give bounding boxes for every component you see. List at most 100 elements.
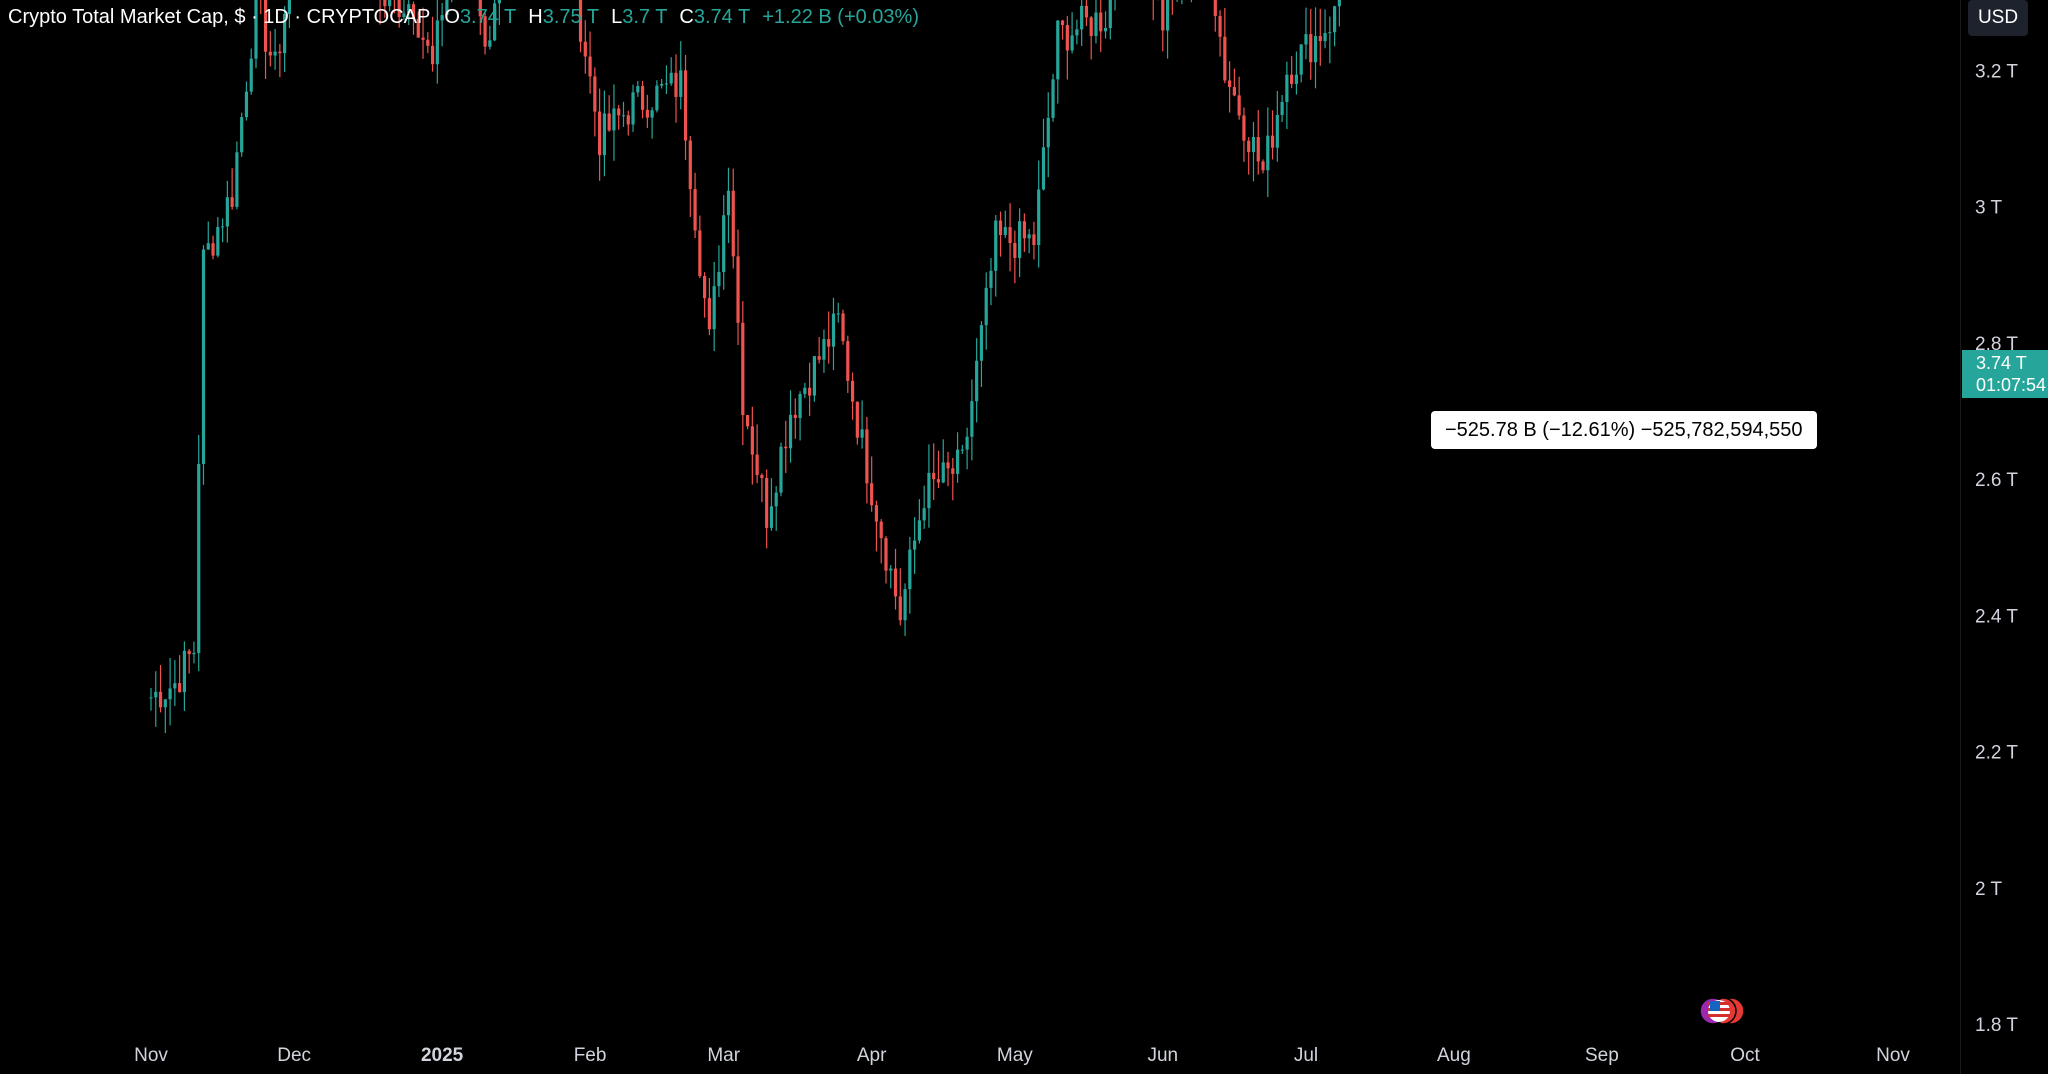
candle-body bbox=[612, 108, 616, 131]
candle-body bbox=[917, 520, 921, 541]
candle-body bbox=[426, 39, 430, 46]
candle-body bbox=[822, 339, 826, 360]
candle-body bbox=[1333, 6, 1337, 33]
candle-body bbox=[158, 691, 163, 708]
candle-body bbox=[1323, 32, 1327, 42]
symbol-title[interactable]: Crypto Total Market Cap, $ · 1D · CRYPTO… bbox=[8, 6, 431, 28]
candle-body bbox=[483, 16, 487, 47]
candle-body bbox=[388, 0, 392, 7]
candle-body bbox=[1213, 0, 1217, 16]
candle-body bbox=[1294, 74, 1299, 84]
us-flag-icon[interactable] bbox=[1708, 1000, 1730, 1022]
candle-body bbox=[913, 540, 917, 550]
candle-body bbox=[1046, 117, 1050, 148]
candle-body bbox=[955, 449, 960, 474]
candle-body bbox=[1218, 15, 1222, 37]
candle-body bbox=[674, 72, 678, 97]
currency-button[interactable]: USD bbox=[1968, 0, 2028, 36]
candle-body bbox=[769, 506, 774, 528]
price-tick-label: 2.4 T bbox=[1975, 606, 2018, 627]
candle-body bbox=[664, 83, 669, 85]
candle-body bbox=[421, 37, 425, 40]
candle-body bbox=[254, 0, 258, 59]
time-tick-label: Feb bbox=[574, 1045, 607, 1066]
candle-body bbox=[631, 92, 635, 125]
candle-body bbox=[1285, 74, 1289, 103]
candle-body bbox=[1089, 17, 1093, 37]
candle-body bbox=[1027, 234, 1031, 239]
price-tick-label: 3.2 T bbox=[1975, 61, 2018, 82]
candle-body bbox=[707, 298, 711, 330]
candle-body bbox=[268, 51, 272, 56]
time-tick-label: 2025 bbox=[421, 1045, 464, 1066]
candle-body bbox=[1275, 115, 1279, 148]
candle-body bbox=[669, 72, 673, 84]
candle-body bbox=[607, 113, 611, 131]
candle-body bbox=[984, 287, 988, 326]
candle-body bbox=[922, 508, 926, 521]
candle-body bbox=[588, 56, 592, 77]
candle-body bbox=[287, 0, 292, 14]
candle-body bbox=[197, 463, 201, 653]
candle-body bbox=[1056, 20, 1060, 80]
candle-body bbox=[445, 0, 449, 16]
candle-body bbox=[220, 226, 225, 228]
candle-body bbox=[650, 110, 654, 118]
candle-body bbox=[407, 4, 411, 14]
candle-body bbox=[1290, 74, 1294, 84]
open-key: O bbox=[444, 6, 460, 28]
time-tick-label: Nov bbox=[134, 1045, 168, 1066]
candle-body bbox=[998, 220, 1003, 236]
time-tick-label: Oct bbox=[1730, 1045, 1760, 1066]
axis-divider bbox=[1960, 0, 1961, 1074]
time-tick-label: Mar bbox=[707, 1045, 740, 1066]
candle-body bbox=[927, 472, 931, 509]
candle-body bbox=[1103, 28, 1108, 32]
price-axis[interactable]: 4.6 T4.4 T4.2 T4 T3.8 T3.6 T3.4 T3.2 T3 … bbox=[0, 0, 2018, 1036]
candle-body bbox=[440, 15, 444, 21]
candle-body bbox=[1108, 0, 1112, 29]
candle-body bbox=[812, 356, 816, 396]
candle-body bbox=[908, 549, 912, 590]
candle-body bbox=[765, 478, 769, 528]
candle-body bbox=[1065, 25, 1069, 51]
candle-body bbox=[1084, 5, 1089, 18]
candle-body bbox=[946, 462, 950, 469]
candle-body bbox=[1223, 36, 1227, 81]
events-markers[interactable] bbox=[1697, 996, 1747, 1026]
time-tick-label: Aug bbox=[1437, 1045, 1471, 1066]
candle-body bbox=[1037, 189, 1041, 246]
candle-body bbox=[230, 197, 234, 207]
candle-body bbox=[1013, 243, 1017, 258]
time-axis[interactable]: Nov Dec 2025 Feb Mar Apr May Jun Jul Aug Sep Oct Nov bbox=[134, 1045, 1910, 1066]
candle-body bbox=[273, 51, 277, 56]
candle-body bbox=[1003, 227, 1007, 236]
candle-body bbox=[1242, 115, 1246, 141]
candle-body bbox=[211, 243, 215, 256]
candle-body bbox=[951, 468, 955, 474]
candle-body bbox=[1266, 135, 1270, 171]
high-key: H bbox=[528, 6, 543, 28]
candle-body bbox=[1060, 20, 1065, 26]
candle-body bbox=[831, 313, 836, 347]
candle-body bbox=[636, 86, 640, 93]
candle-body bbox=[660, 83, 664, 86]
candle-body bbox=[827, 339, 831, 347]
time-tick-label: Jun bbox=[1147, 1045, 1178, 1066]
candle-body bbox=[712, 286, 716, 330]
candle-body bbox=[216, 226, 220, 256]
candle-body bbox=[750, 426, 754, 455]
candle-body bbox=[626, 115, 630, 125]
candle-body bbox=[593, 76, 597, 112]
candle-body bbox=[884, 538, 888, 571]
candle-body bbox=[640, 86, 645, 110]
candle-body bbox=[1337, 0, 1341, 7]
high-value: 3.75 T bbox=[542, 6, 600, 28]
price-tick-label: 2.2 T bbox=[1975, 743, 2018, 764]
candle-body bbox=[688, 140, 692, 190]
candle-body bbox=[602, 113, 606, 156]
candle-body bbox=[235, 152, 239, 207]
candle-body bbox=[621, 115, 626, 117]
candle-body bbox=[936, 479, 941, 483]
